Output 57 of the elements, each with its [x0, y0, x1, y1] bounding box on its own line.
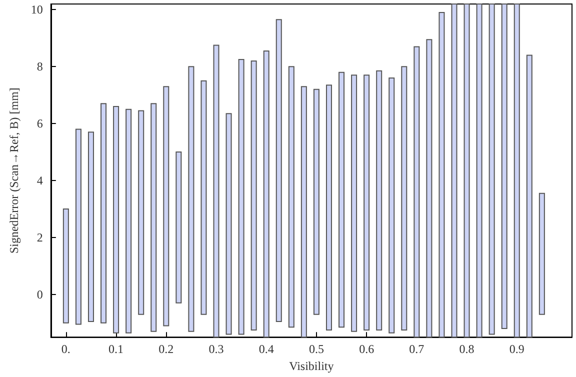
x-tick-label: 0.6: [359, 342, 374, 356]
bar: [113, 106, 120, 334]
bar: [88, 132, 94, 322]
bar: [501, 4, 508, 330]
x-tick-label: 0.8: [459, 342, 474, 356]
x-tick-label: 0.5: [308, 342, 324, 356]
bar: [188, 66, 194, 332]
y-tick-label: 6: [36, 116, 43, 131]
bar: [250, 60, 257, 330]
y-tick-label: 0: [36, 287, 43, 302]
bar: [451, 4, 458, 338]
bar: [138, 110, 144, 315]
x-axis-title: Visibility: [289, 359, 334, 373]
bar: [401, 66, 408, 330]
bar: [100, 103, 107, 324]
x-tick-label: 0.4: [258, 342, 274, 356]
bar: [313, 88, 320, 315]
bar: [388, 78, 395, 334]
y-tick-label: 8: [36, 60, 43, 74]
bar: [213, 44, 220, 338]
bar: [426, 39, 432, 338]
bar: [200, 80, 207, 315]
bar: [464, 4, 470, 338]
y-tick-label: 10: [30, 2, 43, 17]
bar: [75, 128, 82, 325]
bar: [476, 4, 482, 338]
bar: [376, 70, 382, 330]
bar: [414, 46, 420, 338]
bar: [526, 54, 532, 338]
x-tick-label: 0.: [61, 342, 70, 356]
bar: [276, 19, 282, 322]
bar: [364, 74, 370, 330]
bar: [351, 74, 358, 332]
bar: [126, 108, 132, 334]
bar: [150, 103, 157, 332]
bar: [238, 59, 244, 335]
bar: [538, 192, 545, 315]
bar: [438, 12, 445, 338]
x-tick-label: 0.7: [409, 342, 424, 356]
bar: [226, 113, 232, 335]
y-tick-label: 4: [36, 174, 43, 188]
x-tick-label: 0.9: [509, 342, 524, 356]
y-axis-title: SignedError (Scan→Ref, B) [mm]: [7, 88, 21, 254]
x-tick-label: 0.2: [158, 342, 174, 356]
bar: [288, 66, 294, 328]
bar: [62, 208, 69, 324]
x-tick-label: 0.1: [108, 342, 124, 356]
y-tick-label: 2: [36, 230, 43, 244]
bar: [300, 86, 307, 338]
bar: [488, 4, 495, 335]
bar: [338, 72, 345, 328]
bar: [263, 50, 270, 338]
bar: [163, 86, 170, 326]
bar: [176, 152, 182, 304]
x-tick-label: 0.3: [208, 342, 224, 356]
bar: [514, 4, 520, 338]
bar: [326, 84, 332, 330]
